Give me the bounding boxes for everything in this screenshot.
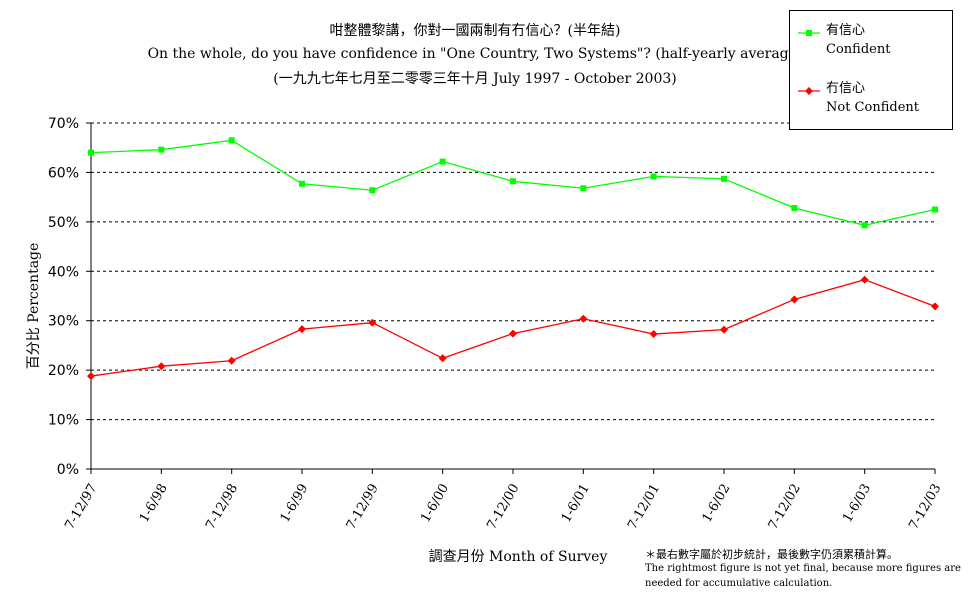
data-point-confident bbox=[721, 175, 727, 182]
x-tick-label: 7-12/02 bbox=[766, 482, 804, 533]
chart-subtitle-period: (一九九七年七月至二零零三年十月 July 1997 - October 200… bbox=[273, 71, 677, 87]
data-point-not-confident bbox=[649, 330, 658, 339]
y-tick-label: 20% bbox=[48, 363, 79, 379]
data-point-confident bbox=[158, 146, 165, 153]
x-tick-label: 1-6/99 bbox=[278, 482, 312, 526]
data-point-not-confident bbox=[298, 325, 306, 334]
legend-label-confident-zh: 有信心 bbox=[826, 23, 866, 38]
data-point-not-confident bbox=[931, 302, 939, 311]
x-tick-label: 1-6/03 bbox=[840, 482, 874, 526]
x-tick-label: 1-6/00 bbox=[418, 482, 452, 526]
data-point-not-confident bbox=[790, 295, 799, 304]
chart-title-chinese: 咁整體黎講，你對一國兩制有冇信心？(半年結) bbox=[329, 23, 621, 39]
series-line-not-confident bbox=[90, 279, 936, 377]
data-point-confident bbox=[439, 158, 446, 165]
y-tick-label: 50% bbox=[48, 215, 79, 231]
legend-swatch-confident bbox=[798, 30, 820, 36]
data-point-not-confident bbox=[368, 318, 377, 327]
legend-label-not-confident-en: Not Confident bbox=[826, 100, 919, 115]
legend-swatch-not-confident bbox=[798, 87, 820, 95]
data-point-confident bbox=[861, 222, 868, 229]
data-point-not-confident bbox=[720, 325, 728, 334]
x-tick-label: 1-6/98 bbox=[137, 482, 171, 526]
data-point-not-confident bbox=[860, 275, 869, 284]
y-axis-title: 百分比 Percentage bbox=[26, 243, 42, 370]
data-point-not-confident bbox=[579, 314, 588, 323]
y-tick-label: 40% bbox=[48, 264, 79, 280]
data-point-confident bbox=[932, 206, 938, 213]
data-point-not-confident bbox=[87, 372, 95, 381]
y-tick-label: 0% bbox=[57, 462, 79, 478]
x-tick-label: 7-12/01 bbox=[625, 482, 663, 533]
data-point-confident bbox=[580, 185, 587, 192]
y-tick-label: 60% bbox=[48, 165, 79, 181]
data-point-confident bbox=[510, 178, 516, 185]
data-point-not-confident bbox=[157, 362, 166, 371]
data-point-confident bbox=[369, 187, 376, 194]
x-tick-label: 1-6/01 bbox=[559, 482, 593, 526]
x-axis-title: 調查月份 Month of Survey bbox=[429, 549, 608, 565]
data-point-not-confident bbox=[438, 354, 447, 363]
footnote-english-line1: The rightmost figure is not yet final, b… bbox=[645, 563, 961, 574]
chart-title-english: On the whole, do you have confidence in … bbox=[147, 46, 803, 62]
x-tick-label: 7-12/99 bbox=[344, 482, 382, 533]
x-tick-label: 7-12/03 bbox=[906, 482, 944, 533]
data-point-confident bbox=[228, 137, 235, 144]
data-point-not-confident bbox=[227, 356, 236, 365]
data-point-confident bbox=[791, 205, 798, 212]
data-point-confident bbox=[299, 180, 305, 187]
data-point-confident bbox=[88, 149, 94, 156]
data-point-confident bbox=[650, 173, 657, 180]
y-tick-label: 30% bbox=[48, 314, 79, 330]
chart-legend: 有信心 Confident 冇信心 Not Confident bbox=[789, 10, 953, 130]
data-point-not-confident bbox=[509, 329, 517, 338]
x-tick-label: 7-12/97 bbox=[62, 482, 100, 533]
legend-label-confident-en: Confident bbox=[826, 42, 891, 57]
y-tick-label: 10% bbox=[48, 413, 79, 429]
y-tick-label: 70% bbox=[48, 116, 79, 132]
x-tick-label: 7-12/00 bbox=[484, 482, 522, 533]
x-tick-label: 7-12/98 bbox=[203, 482, 241, 533]
x-tick-label: 1-6/02 bbox=[700, 482, 734, 526]
footnote-english-line2: needed for accumulative calculation. bbox=[645, 578, 833, 589]
footnote-chinese: ＊最右數字屬於初步統計，最後數字仍須累積計算。 bbox=[645, 548, 898, 561]
legend-label-not-confident-zh: 冇信心 bbox=[826, 81, 866, 96]
